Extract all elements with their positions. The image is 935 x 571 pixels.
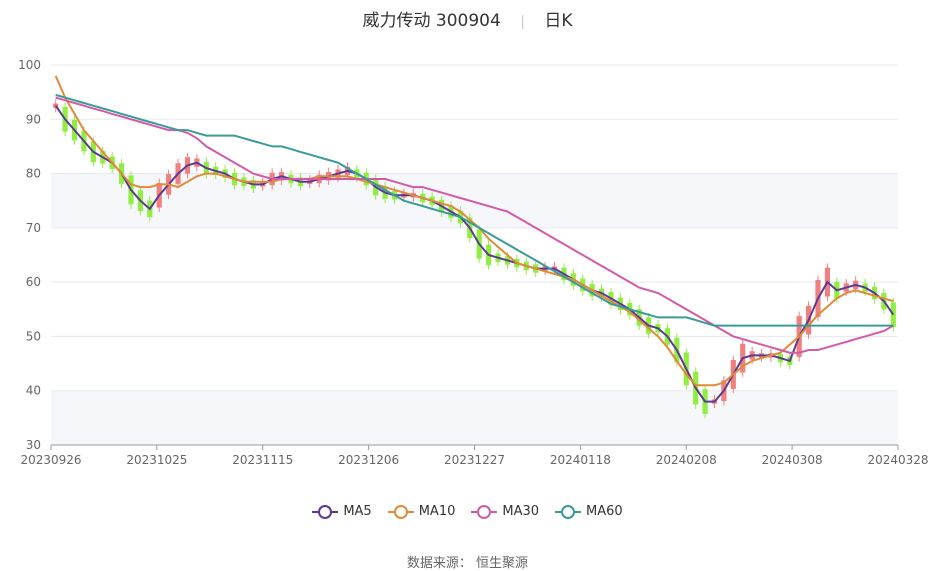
legend-item-ma5[interactable]: MA5 — [312, 504, 372, 519]
y-tick-label: 40 — [26, 384, 41, 398]
legend-swatch-icon — [387, 504, 414, 519]
grid-band — [51, 173, 898, 228]
x-tick-label: 20240118 — [550, 453, 611, 467]
legend-swatch-icon — [312, 504, 339, 519]
candle-body — [890, 302, 896, 328]
title-separator: | — [520, 14, 525, 30]
data-source: 数据来源： 恒生聚源 — [406, 556, 529, 571]
y-tick-label: 70 — [26, 221, 41, 235]
series-line-ma10 — [54, 75, 894, 387]
grid-band — [51, 282, 898, 337]
y-tick-label: 100 — [18, 58, 41, 72]
series-line-ma60 — [55, 93, 894, 327]
series-line-ma30 — [55, 96, 894, 354]
series-line-ma5 — [54, 105, 895, 403]
legend-item-ma10[interactable]: MA10 — [387, 504, 456, 519]
legend-label: MA60 — [586, 504, 623, 519]
y-tick-label: 50 — [26, 329, 41, 343]
legend-item-ma30[interactable]: MA30 — [471, 504, 539, 519]
chart-title: 威力传动 300904 — [362, 11, 501, 31]
legend-label: MA5 — [343, 504, 372, 519]
legend-swatch-icon — [555, 504, 582, 519]
x-tick-label: 20230926 — [20, 453, 81, 467]
x-tick-label: 20240328 — [867, 453, 928, 467]
x-tick-label: 20240208 — [656, 453, 717, 467]
kline-chart: 30 40 50 60 70 80 90 100 20230926 20231025 2023111… — [18, 58, 928, 467]
x-tick-label: 20231206 — [338, 453, 399, 467]
y-tick-label: 80 — [26, 167, 41, 181]
legend: MA5 MA10 MA30 MA60 — [0, 504, 935, 519]
grid-band — [51, 390, 898, 445]
period-label[interactable]: 日K — [544, 11, 573, 31]
y-tick-label: 60 — [26, 275, 41, 289]
y-tick-label: 90 — [26, 112, 41, 126]
x-tick-label: 20240308 — [762, 453, 823, 467]
x-tick-label: 20231115 — [232, 453, 293, 467]
x-tick-label: 20231025 — [126, 453, 187, 467]
chart-title-row: 威力传动 300904 | 日K — [0, 6, 935, 31]
legend-item-ma60[interactable]: MA60 — [555, 504, 623, 519]
legend-label: MA30 — [502, 504, 540, 519]
grid-band — [51, 65, 898, 120]
legend-label: MA10 — [418, 504, 456, 519]
y-tick-label: 30 — [26, 438, 41, 452]
x-tick-label: 20231227 — [444, 453, 505, 467]
legend-swatch-icon — [471, 504, 498, 519]
